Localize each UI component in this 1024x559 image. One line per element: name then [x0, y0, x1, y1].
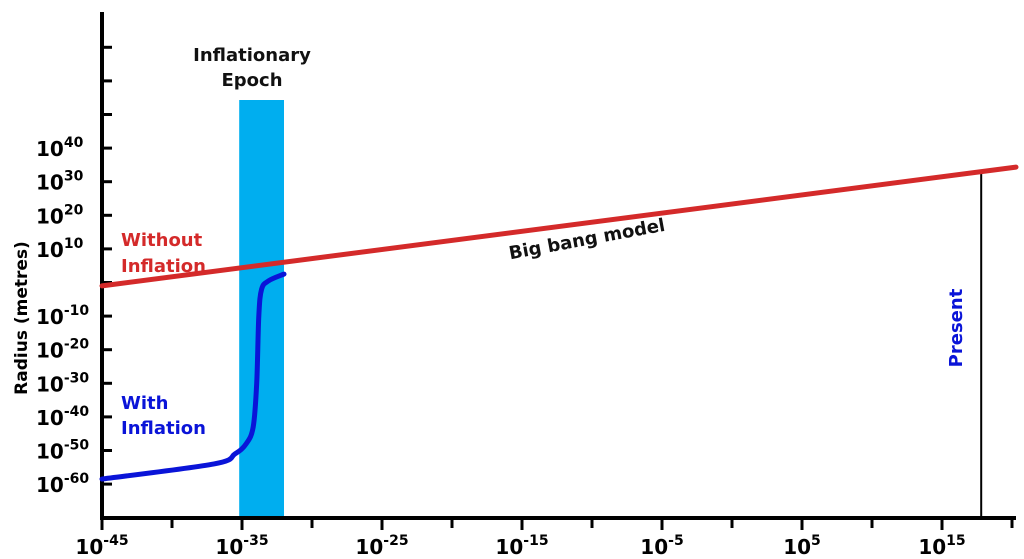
y-tick-label: 10-40	[36, 404, 89, 430]
x-tick-label: 10-25	[355, 533, 408, 559]
y-tick-label: 10-50	[36, 438, 89, 464]
x-tick-label: 10-35	[215, 533, 268, 559]
y-tick-label: 10-60	[36, 471, 89, 497]
y-tick-label: 10-30	[36, 370, 89, 396]
y-tick-label: 1040	[36, 135, 84, 161]
y-axis-title: Radius (metres)	[12, 241, 32, 395]
series-with-inflation-line	[99, 271, 287, 482]
band-label-line1: Inflationary	[193, 45, 311, 66]
y-tick-label: 10-10	[36, 303, 89, 329]
without-inflation-label-line2: Inflation	[121, 256, 206, 277]
x-tick-label: 10-5	[640, 533, 683, 559]
with-inflation-label-line1: With	[121, 393, 168, 414]
series-without-inflation-line	[99, 164, 1019, 289]
without-inflation-label-line1: Without	[121, 230, 203, 251]
y-tick-label: 10-20	[36, 337, 89, 363]
x-ticks: 10-45 10-35 10-25 10-15 10-5 105 1015	[75, 518, 1014, 559]
y-tick-label: 1010	[36, 236, 84, 262]
band-label-line2: Epoch	[221, 70, 282, 91]
y-ticks: 1040 1030 1020 1010 10-10 10-20 10-30 10-40 10-5…	[36, 45, 112, 497]
y-tick-label: 1030	[36, 169, 84, 195]
x-tick-label: 10-15	[495, 533, 548, 559]
axes	[100, 12, 1016, 520]
x-tick-label: 10-45	[75, 533, 128, 559]
present-label: Present	[946, 288, 967, 367]
y-tick-label: 1020	[36, 202, 84, 228]
x-tick-label: 1015	[918, 533, 965, 559]
x-tick-label: 105	[783, 533, 821, 559]
with-inflation-label-line2: Inflation	[121, 418, 206, 439]
